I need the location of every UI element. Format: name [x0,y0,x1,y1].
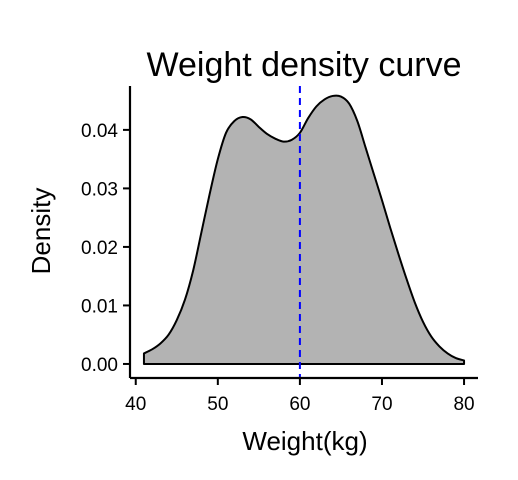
x-tick-label: 60 [289,394,310,415]
x-axis-title: Weight(kg) [242,426,367,456]
y-tick-label: 0.02 [81,238,118,259]
y-axis: 0.00 0.01 0.02 0.03 0.04 [81,86,132,378]
density-area [142,94,466,365]
y-axis-title: Density [26,188,56,275]
x-tick-label: 40 [125,394,146,415]
x-tick-label: 50 [207,394,228,415]
x-axis: 40 50 60 70 80 [125,376,478,415]
y-tick-label: 0.03 [81,179,118,200]
x-tick-label: 70 [371,394,392,415]
x-tick-label: 80 [453,394,474,415]
plot-area [142,86,466,378]
y-tick-label: 0.00 [81,355,118,376]
y-tick-label: 0.04 [81,121,118,142]
x-ticks: 40 50 60 70 80 [125,378,475,415]
y-ticks: 0.00 0.01 0.02 0.03 0.04 [81,121,130,376]
chart-title: Weight density curve [147,46,462,84]
y-tick-label: 0.01 [81,296,118,317]
